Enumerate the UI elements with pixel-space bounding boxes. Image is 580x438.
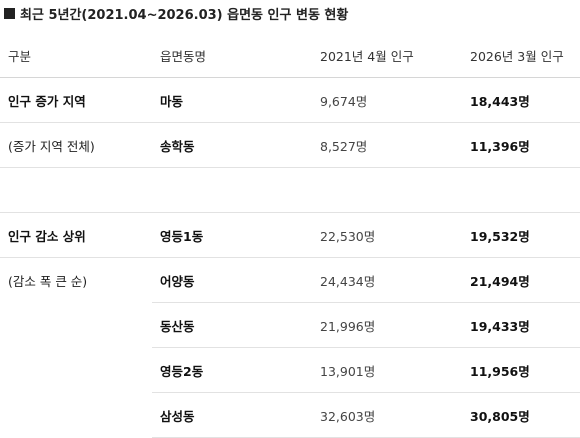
dong-name: 영등2동 xyxy=(152,347,312,393)
square-bullet-icon xyxy=(4,7,15,19)
dong-name: 마동 xyxy=(152,77,312,123)
pop-2021: 13,901명 xyxy=(312,347,468,393)
dong-name: 송학동 xyxy=(152,122,312,168)
pop-2026: 19,433명 xyxy=(468,302,580,348)
table-row: (감소 폭 큰 순) 어양동 24,434명 21,494명 xyxy=(0,257,580,303)
population-table: 구분 읍면동명 2021년 4월 인구 2026년 3월 인구 인구 증가 지역… xyxy=(0,33,580,438)
table-row: 동산동 21,996명 19,433명 xyxy=(0,302,580,348)
pop-2021: 32,603명 xyxy=(312,392,468,438)
table-header-row: 구분 읍면동명 2021년 4월 인구 2026년 3월 인구 xyxy=(0,33,580,78)
pop-2026: 19,532명 xyxy=(468,212,580,258)
header-pop-2026: 2026년 3월 인구 xyxy=(468,33,580,78)
pop-2021: 24,434명 xyxy=(312,257,468,303)
pop-2021: 9,674명 xyxy=(312,77,468,123)
pop-2021: 22,530명 xyxy=(312,212,468,258)
dong-name: 어양동 xyxy=(152,257,312,303)
header-pop-2021: 2021년 4월 인구 xyxy=(312,33,468,78)
page-title-text: 최근 5년간(2021.04~2026.03) 읍면동 인구 변동 현황 xyxy=(20,7,349,23)
group-label xyxy=(0,348,152,393)
group-label: 인구 감소 상위 xyxy=(0,212,152,258)
group-label: (증가 지역 전체) xyxy=(0,122,152,168)
dong-name: 영등1동 xyxy=(152,212,312,258)
dong-name: 삼성동 xyxy=(152,392,312,438)
group-label xyxy=(0,393,152,438)
table-row: 삼성동 32,603명 30,805명 xyxy=(0,392,580,438)
spacer-row xyxy=(0,167,580,213)
pop-2026: 18,443명 xyxy=(468,77,580,123)
pop-2026: 21,494명 xyxy=(468,257,580,303)
pop-2026: 11,396명 xyxy=(468,122,580,168)
table-row: 인구 감소 상위 영등1동 22,530명 19,532명 xyxy=(0,212,580,258)
table-row: (증가 지역 전체) 송학동 8,527명 11,396명 xyxy=(0,122,580,168)
pop-2026: 30,805명 xyxy=(468,392,580,438)
header-dong-name: 읍면동명 xyxy=(152,33,312,78)
pop-2026: 11,956명 xyxy=(468,347,580,393)
table-row: 인구 증가 지역 마동 9,674명 18,443명 xyxy=(0,77,580,123)
pop-2021: 21,996명 xyxy=(312,302,468,348)
page-title: 최근 5년간(2021.04~2026.03) 읍면동 인구 변동 현황 xyxy=(4,3,348,23)
header-category: 구분 xyxy=(0,33,152,78)
group-label: 인구 증가 지역 xyxy=(0,77,152,123)
group-label: (감소 폭 큰 순) xyxy=(8,273,88,289)
group-label xyxy=(0,303,152,348)
table-row: 영등2동 13,901명 11,956명 xyxy=(0,347,580,393)
dong-name: 동산동 xyxy=(152,302,312,348)
pop-2021: 8,527명 xyxy=(312,122,468,168)
